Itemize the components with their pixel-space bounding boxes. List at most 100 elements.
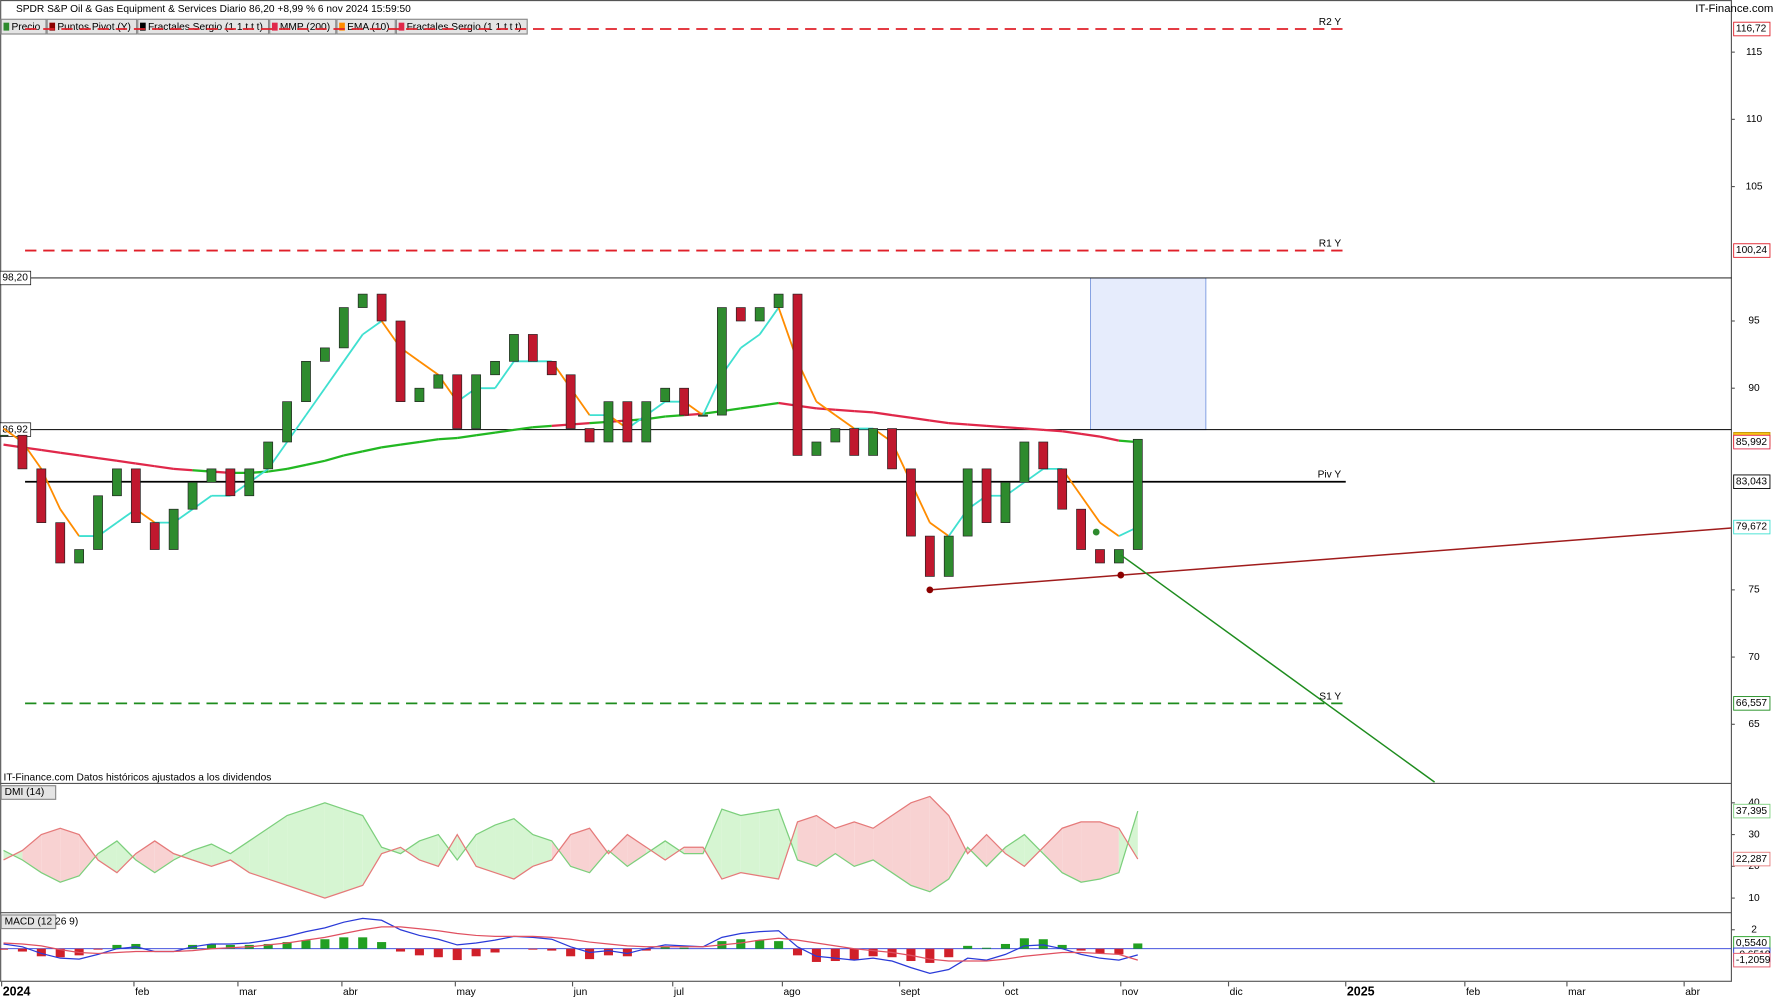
histogram-bar: [93, 948, 103, 950]
candle: [36, 468, 47, 523]
x-tick-label: ago: [784, 987, 801, 998]
mmp-line: [457, 434, 477, 440]
price-tag: -1,2059: [1736, 955, 1771, 966]
dmi-fill: [589, 828, 609, 873]
candle: [565, 374, 576, 429]
price-tag-box: [1733, 696, 1771, 711]
dmi-fill: [79, 834, 99, 876]
dmi-fill: [854, 821, 874, 867]
mmp-line: [513, 426, 534, 432]
ema-line: [362, 320, 383, 336]
histogram-bar: [1076, 948, 1086, 951]
mmp-line: [1043, 428, 1063, 433]
histogram-bar: [1038, 939, 1048, 949]
plot-frame: [0, 0, 1732, 982]
mmp-line: [910, 416, 931, 422]
pivot-name: R2 Y: [1319, 17, 1342, 28]
mmp-line: [173, 467, 193, 472]
histogram-bar: [263, 943, 273, 949]
panel-title: MACD (12 26 9): [5, 916, 79, 927]
mmp-line: [324, 454, 345, 462]
mmp-line: [891, 413, 912, 419]
dmi-fill: [816, 815, 836, 867]
price-line-tag-box: [0, 270, 32, 286]
dmi-fill: [721, 809, 741, 880]
y-tick-label: 40: [1748, 798, 1760, 809]
mmp-line: [1062, 430, 1082, 436]
candle: [1076, 508, 1086, 550]
candle: [584, 428, 595, 443]
price-tag-box: [1733, 851, 1771, 867]
histogram-bar: [622, 948, 632, 957]
series-line: [3, 926, 1138, 962]
x-tick-label: jun: [573, 987, 588, 998]
histogram-bar: [490, 948, 500, 953]
ema-line: [1099, 521, 1120, 537]
mmp-line: [948, 422, 968, 426]
mmp-line: [967, 423, 987, 427]
candle: [1000, 481, 1011, 523]
dmi-fill: [287, 809, 306, 892]
fractal: [1117, 571, 1125, 579]
legend-label: Puntos Pivot (Y): [57, 22, 131, 33]
candle: [168, 508, 179, 550]
histogram-bar: [452, 948, 462, 961]
y-tick-label: 95: [1748, 316, 1760, 327]
histogram-bar: [982, 947, 992, 949]
dmi-fill: [684, 847, 703, 854]
histogram-bar: [1114, 948, 1124, 955]
dmi-fill: [797, 815, 817, 867]
histogram-bar: [377, 942, 387, 949]
pivot-name: S1 Y: [1319, 691, 1341, 702]
histogram-bar: [811, 948, 821, 962]
legend-swatch: [140, 22, 146, 31]
histogram-bar: [1019, 938, 1029, 949]
dmi-fill: [419, 834, 439, 867]
mmp-line: [532, 424, 552, 429]
legend-item: Fractales Sergio (1 1 t t t): [137, 18, 270, 35]
zone: [1090, 277, 1207, 431]
candle: [206, 468, 217, 483]
histogram-bar: [1057, 944, 1067, 949]
mmp-line: [835, 408, 855, 413]
candle: [55, 522, 66, 564]
histogram-bar: [849, 948, 859, 961]
price-tag: 85,992: [1736, 437, 1767, 448]
dmi-fill: [495, 818, 514, 880]
candle: [130, 468, 141, 523]
dmi-fill: [1043, 828, 1063, 873]
candle: [868, 428, 879, 456]
mmp-line: [135, 462, 155, 468]
mmp-line: [286, 463, 307, 470]
histogram-bar: [301, 940, 311, 949]
x-tick-label: feb: [135, 987, 149, 998]
ema-line: [834, 414, 855, 430]
price-tag: 0,5540: [1736, 938, 1767, 949]
candle: [792, 293, 803, 456]
price-tag-box: [1733, 952, 1771, 968]
price-tag-box: [1733, 434, 1771, 450]
candle: [641, 401, 652, 443]
candle: [301, 360, 311, 402]
histogram-bar: [320, 939, 330, 949]
histogram-bar: [471, 948, 481, 957]
candle: [1095, 549, 1105, 564]
price-tag-box: [1733, 243, 1771, 258]
histogram-bar: [0, 948, 9, 950]
dmi-fill: [1081, 821, 1100, 883]
mmp-line: [381, 443, 401, 449]
candle: [471, 374, 482, 429]
dmi-fill: [192, 844, 212, 867]
candle: [338, 307, 349, 349]
candle: [981, 468, 992, 523]
dmi-fill: [892, 802, 911, 886]
legend-box: [395, 18, 528, 35]
dmi-fill: [268, 815, 288, 886]
x-tick-label: 2025: [1347, 984, 1375, 998]
y-tick-label: 70: [1748, 652, 1760, 663]
mmp-line: [154, 465, 174, 470]
y-tick-label: 90: [1748, 383, 1760, 394]
mmp-line: [854, 409, 874, 414]
legend-box: [0, 914, 57, 930]
